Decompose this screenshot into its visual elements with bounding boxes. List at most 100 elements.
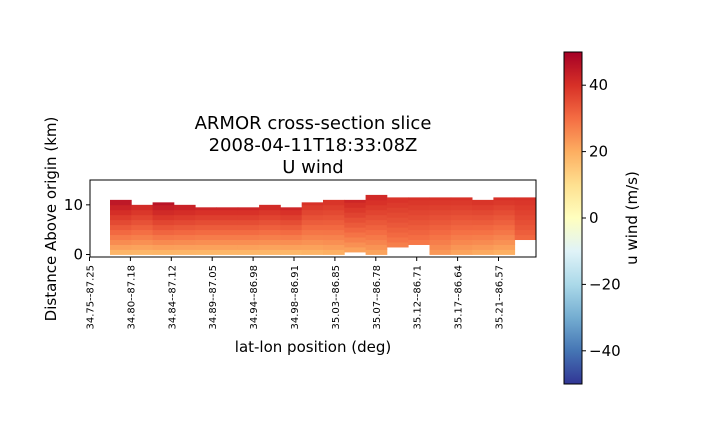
heatmap-cell (365, 244, 388, 250)
heatmap-cell (173, 224, 196, 231)
heatmap-cell (408, 229, 430, 236)
heatmap-cell (344, 247, 366, 253)
heatmap-cell (173, 204, 196, 211)
heatmap-cell (386, 227, 409, 233)
heatmap-cell (429, 239, 452, 245)
heatmap-cell (344, 227, 366, 233)
heatmap-cell (450, 244, 473, 250)
heatmap-cell (429, 224, 452, 231)
heatmap-cell (493, 209, 516, 216)
x-tick-label: 34.98--86.91 (290, 265, 301, 329)
heatmap-cell (365, 249, 388, 255)
heatmap-cell (323, 239, 345, 245)
heatmap-cell (493, 219, 516, 226)
heatmap-cell (408, 209, 430, 216)
heatmap-cell (323, 224, 345, 231)
heatmap-cell (514, 204, 537, 211)
x-tick-label: 35.12--86.71 (413, 265, 424, 329)
heatmap-cell (450, 224, 473, 231)
heatmap-cell (280, 229, 303, 236)
heatmap-cell (131, 229, 153, 236)
heatmap-cell (386, 207, 409, 213)
heatmap-cell (280, 224, 303, 231)
heatmap-cell (237, 219, 260, 226)
heatmap-cell (386, 217, 409, 223)
heatmap-cell (131, 249, 153, 255)
heatmap-cell (408, 204, 430, 211)
heatmap-cell (237, 229, 260, 236)
heatmap-cell (365, 194, 388, 201)
heatmap-cell (152, 224, 175, 231)
heatmap-cell (131, 204, 153, 211)
x-axis: 34.75--87.25 34.80--87.18 34.84--87.12 34.8… (86, 257, 506, 329)
x-tick-label: 34.94--86.98 (249, 265, 260, 329)
heatmap-cell (152, 234, 175, 241)
heatmap-cell (472, 229, 494, 236)
colorbar-tick-label: −40 (589, 342, 621, 360)
heatmap-cell (323, 204, 345, 211)
heatmap-cell (450, 249, 473, 255)
heatmap-cell (365, 219, 388, 226)
heatmap-cell (259, 244, 281, 250)
heatmap-cell (152, 249, 175, 255)
heatmap-cell (237, 214, 260, 221)
heatmap-cell (173, 244, 196, 250)
heatmap-cell (344, 242, 366, 248)
x-tick-label: 34.89--87.05 (208, 265, 219, 329)
heatmap-cell (450, 219, 473, 226)
heatmap-cell (514, 197, 537, 201)
heatmap-cell (323, 244, 345, 250)
heatmap-cell (514, 224, 537, 231)
y-axis-label: Distance Above origin (km) (42, 117, 60, 322)
heatmap-cell (429, 204, 452, 211)
colorbar-label: u wind (m/s) (623, 171, 641, 265)
heatmap-cell (280, 219, 303, 226)
heatmap-cell (408, 234, 430, 241)
heatmap-cell (472, 234, 494, 241)
heatmap-cell (493, 249, 516, 255)
heatmap-cell (514, 234, 537, 241)
heatmap-cell (152, 239, 175, 245)
heatmap-cell (110, 239, 132, 245)
heatmap-cell (110, 244, 132, 250)
heatmap-cell (408, 197, 430, 201)
heatmap-cell (152, 214, 175, 221)
heatmap-cell (173, 209, 196, 216)
heatmap-cell (450, 204, 473, 211)
heatmap-cell (195, 207, 217, 211)
heatmap-cell (429, 244, 452, 250)
y-axis: 0 10 (64, 196, 90, 264)
heatmap-cell (280, 234, 303, 241)
heatmap-cell (259, 204, 281, 211)
heatmap-cell (429, 197, 452, 201)
heatmap-cell (429, 229, 452, 236)
heatmap-cell (386, 202, 409, 208)
heatmap-cell (472, 224, 494, 231)
heatmap-cell (237, 224, 260, 231)
heatmap-cells (110, 194, 537, 255)
heatmap-cell (237, 234, 260, 241)
heatmap-cell (216, 249, 239, 255)
heatmap-cell (429, 249, 452, 255)
heatmap-cell (259, 224, 281, 231)
y-tick-label: 10 (64, 196, 83, 214)
heatmap-cell (152, 209, 175, 216)
heatmap-cell (216, 207, 239, 211)
heatmap-cell (493, 224, 516, 231)
heatmap-cell (173, 219, 196, 226)
heatmap-cell (237, 207, 260, 211)
heatmap-cell (344, 217, 366, 223)
x-tick-label: 35.03--86.85 (331, 265, 342, 329)
heatmap-cell (216, 244, 239, 250)
heatmap-cell (152, 219, 175, 226)
heatmap-cell (365, 224, 388, 231)
heatmap-cell (216, 209, 239, 216)
heatmap-cell (323, 209, 345, 216)
heatmap-cell (301, 219, 324, 226)
colorbar-tick-label: 40 (589, 76, 608, 94)
heatmap-cell (365, 239, 388, 245)
heatmap-cell (386, 197, 409, 203)
heatmap-cell (450, 197, 473, 201)
heatmap-cell (110, 199, 132, 206)
